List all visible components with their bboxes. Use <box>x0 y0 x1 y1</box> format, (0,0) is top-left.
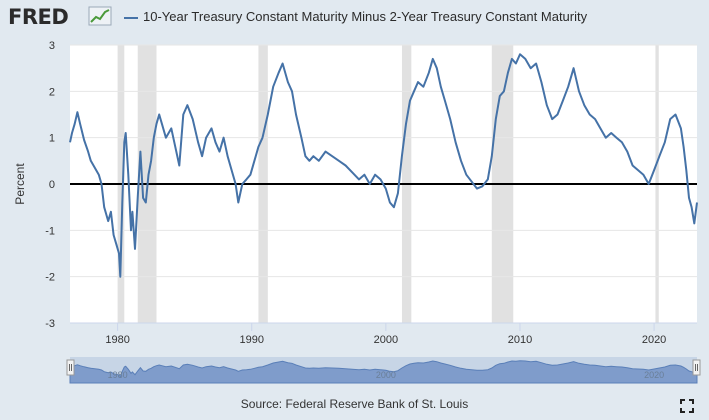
y-tick-label: 1 <box>49 133 55 145</box>
series-line <box>69 53 698 278</box>
x-axis: 1980 1990 2000 2010 2020 <box>70 322 697 346</box>
x-tick-label: 2020 <box>642 334 666 346</box>
fred-logo[interactable]: FRED <box>8 5 69 29</box>
y-tick-label: 3 <box>49 40 55 52</box>
x-tick-label: 2000 <box>374 334 398 346</box>
navigator-series-area <box>69 360 698 384</box>
y-axis-label: Percent <box>13 163 27 205</box>
x-tick-label: 1990 <box>239 334 263 346</box>
legend-series-line <box>124 17 138 19</box>
range-navigator[interactable]: 1980 2000 2020 <box>66 357 701 384</box>
y-tick-label: -1 <box>45 225 55 237</box>
series-title[interactable]: 10-Year Treasury Constant Maturity Minus… <box>143 9 588 24</box>
navigator-handle[interactable] <box>66 359 75 376</box>
fullscreen-icon[interactable] <box>680 399 694 413</box>
navigator-label: 2000 <box>376 370 396 380</box>
fred-graph-icon <box>88 6 112 26</box>
y-tick-label: 0 <box>49 179 55 191</box>
y-axis: -3 -2 -1 0 1 2 3 <box>45 40 55 330</box>
navigator-label: 1980 <box>108 370 128 380</box>
navigator-handle[interactable] <box>692 359 701 376</box>
source-note: Source: Federal Reserve Bank of St. Loui… <box>240 397 469 411</box>
y-tick-label: -2 <box>45 272 55 284</box>
chart-header: FRED 10-Year Treasury Constant Maturity … <box>0 0 709 38</box>
y-tick-label: -3 <box>45 318 55 330</box>
y-tick-label: 2 <box>49 86 55 98</box>
x-tick-label: 2010 <box>508 334 532 346</box>
x-tick-label: 1980 <box>105 334 129 346</box>
y-axis-label-group: Percent <box>13 163 27 205</box>
navigator-label: 2020 <box>644 370 664 380</box>
series-group <box>69 53 698 278</box>
